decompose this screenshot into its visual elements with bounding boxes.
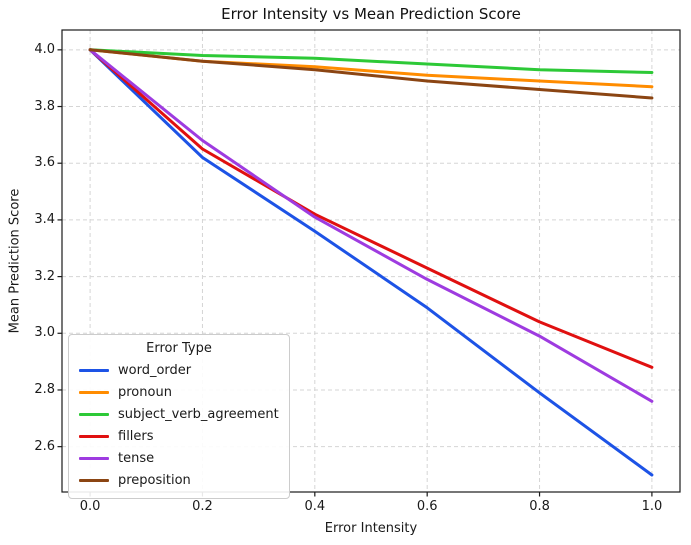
series-line-tense bbox=[88, 48, 654, 403]
x-tick-label: 0.4 bbox=[304, 499, 326, 514]
y-tick-label: 3.0 bbox=[34, 325, 55, 341]
legend-line-swatch bbox=[79, 390, 109, 394]
y-tick-label: 4.0 bbox=[34, 41, 55, 57]
legend-line-swatch bbox=[79, 434, 109, 438]
legend-item-tense: tense bbox=[79, 447, 279, 469]
y-tick-label: 2.8 bbox=[34, 381, 55, 397]
y-tick-label: 3.2 bbox=[34, 268, 55, 284]
y-tick-label: 3.6 bbox=[34, 155, 55, 171]
series-line-subject_verb_agreement bbox=[88, 48, 654, 74]
legend-line-swatch bbox=[79, 368, 109, 372]
legend-label: subject_verb_agreement bbox=[118, 406, 279, 422]
legend-line-swatch bbox=[79, 456, 109, 460]
x-tick-label: 0.2 bbox=[192, 499, 213, 514]
x-tick-label: 1.0 bbox=[641, 499, 663, 514]
x-axis-label: Error Intensity bbox=[324, 521, 418, 536]
legend-label: preposition bbox=[118, 472, 191, 488]
y-tick-label: 3.8 bbox=[34, 98, 55, 114]
legend-title: Error Type bbox=[146, 341, 212, 356]
legend-item-pronoun: pronoun bbox=[79, 381, 279, 403]
legend-label: fillers bbox=[118, 428, 154, 444]
series-line-preposition bbox=[88, 48, 654, 100]
x-tick-label: 0.8 bbox=[529, 499, 550, 514]
y-tick-label: 2.6 bbox=[34, 438, 55, 454]
legend-line-swatch bbox=[79, 412, 109, 416]
series-line-word_order bbox=[88, 48, 654, 477]
y-tick-label: 3.4 bbox=[34, 211, 55, 227]
legend-item-preposition: preposition bbox=[79, 469, 279, 491]
x-tick-label: 0.6 bbox=[416, 499, 438, 514]
legend-item-subject_verb_agreement: subject_verb_agreement bbox=[79, 403, 279, 425]
legend-item-fillers: fillers bbox=[79, 425, 279, 447]
legend-label: tense bbox=[118, 450, 155, 466]
axes-spines bbox=[61, 29, 681, 493]
legend-item-word_order: word_order bbox=[79, 359, 279, 381]
series-line-fillers bbox=[88, 48, 654, 369]
y-axis-label: Mean Prediction Score bbox=[7, 188, 23, 334]
legend-line-swatch bbox=[79, 478, 109, 482]
legend-label: word_order bbox=[118, 362, 192, 378]
chart-title: Error Intensity vs Mean Prediction Score bbox=[221, 5, 521, 23]
legend-label: pronoun bbox=[118, 384, 172, 400]
x-tick-label: 0.0 bbox=[79, 499, 101, 514]
